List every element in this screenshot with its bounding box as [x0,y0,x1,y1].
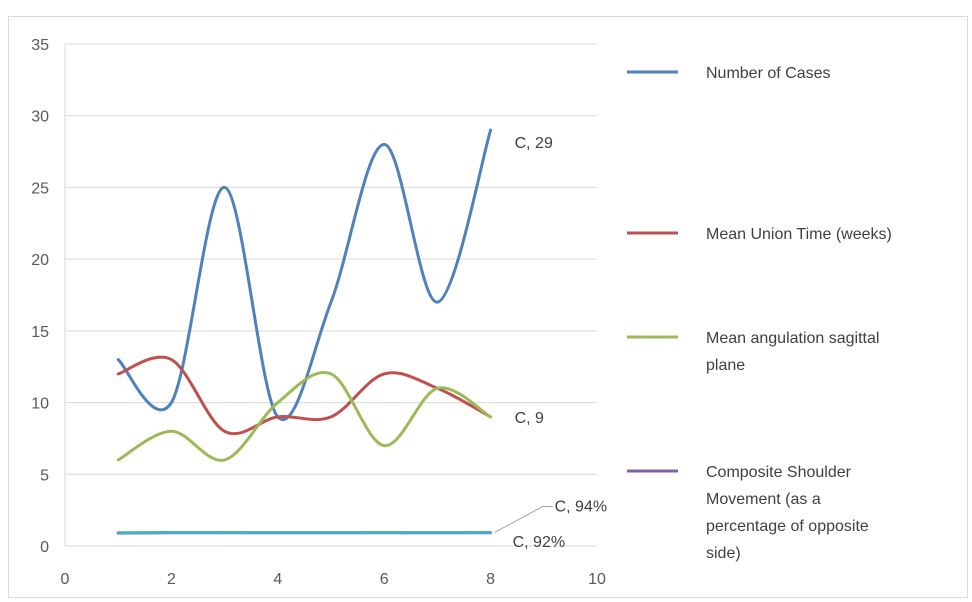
y-tick-label-25: 25 [31,180,49,197]
x-tick-label-8: 8 [486,571,495,588]
axes: 0 5 10 15 20 25 30 35 0 2 4 6 8 10 [31,37,606,588]
y-tick-label-30: 30 [31,109,49,126]
y-tick-label-10: 10 [31,396,49,413]
x-tick-label-2: 2 [167,571,176,588]
series-line-2 [116,355,493,436]
legend-label-3-line-1: Mean angulation sagittal [706,330,879,347]
legend-label-4-line-4: side) [706,545,741,562]
chart-frame [8,16,968,598]
y-tick-label-20: 20 [31,252,49,269]
series-line-3 [116,371,493,462]
series-group [116,128,493,535]
x-tick-label-0: 0 [61,571,70,588]
data-labels: C, 29 C, 9 C, 92% C, 94% [494,135,607,551]
legend-label-2-line-1: Mean Union Time (weeks) [706,226,892,243]
leader-line-5 [494,506,553,533]
y-tick-label-15: 15 [31,324,49,341]
data-label-1: C, 29 [515,135,553,152]
legend-label-3-line-2: plane [706,357,745,374]
legend-label-4-line-2: Movement (as a [706,491,821,508]
data-label-4: C, 92% [513,534,565,551]
legend-label-4-line-3: percentage of opposite [706,518,869,535]
y-tick-label-5: 5 [40,467,49,484]
series-line-1 [116,128,493,421]
gridlines [65,43,597,547]
legend-label-1-line-1: Number of Cases [706,65,831,82]
y-tick-label-0: 0 [40,539,49,556]
x-tick-label-6: 6 [380,571,389,588]
x-tick-label-4: 4 [273,571,282,588]
data-label-3: C, 9 [515,410,544,427]
x-tick-label-10: 10 [588,571,606,588]
data-label-5: C, 94% [555,499,607,516]
legend: Number of Cases Mean Union Time (weeks) Me… [627,65,892,562]
y-tick-label-35: 35 [31,37,49,54]
legend-label-4-line-1: Composite Shoulder [706,464,852,481]
